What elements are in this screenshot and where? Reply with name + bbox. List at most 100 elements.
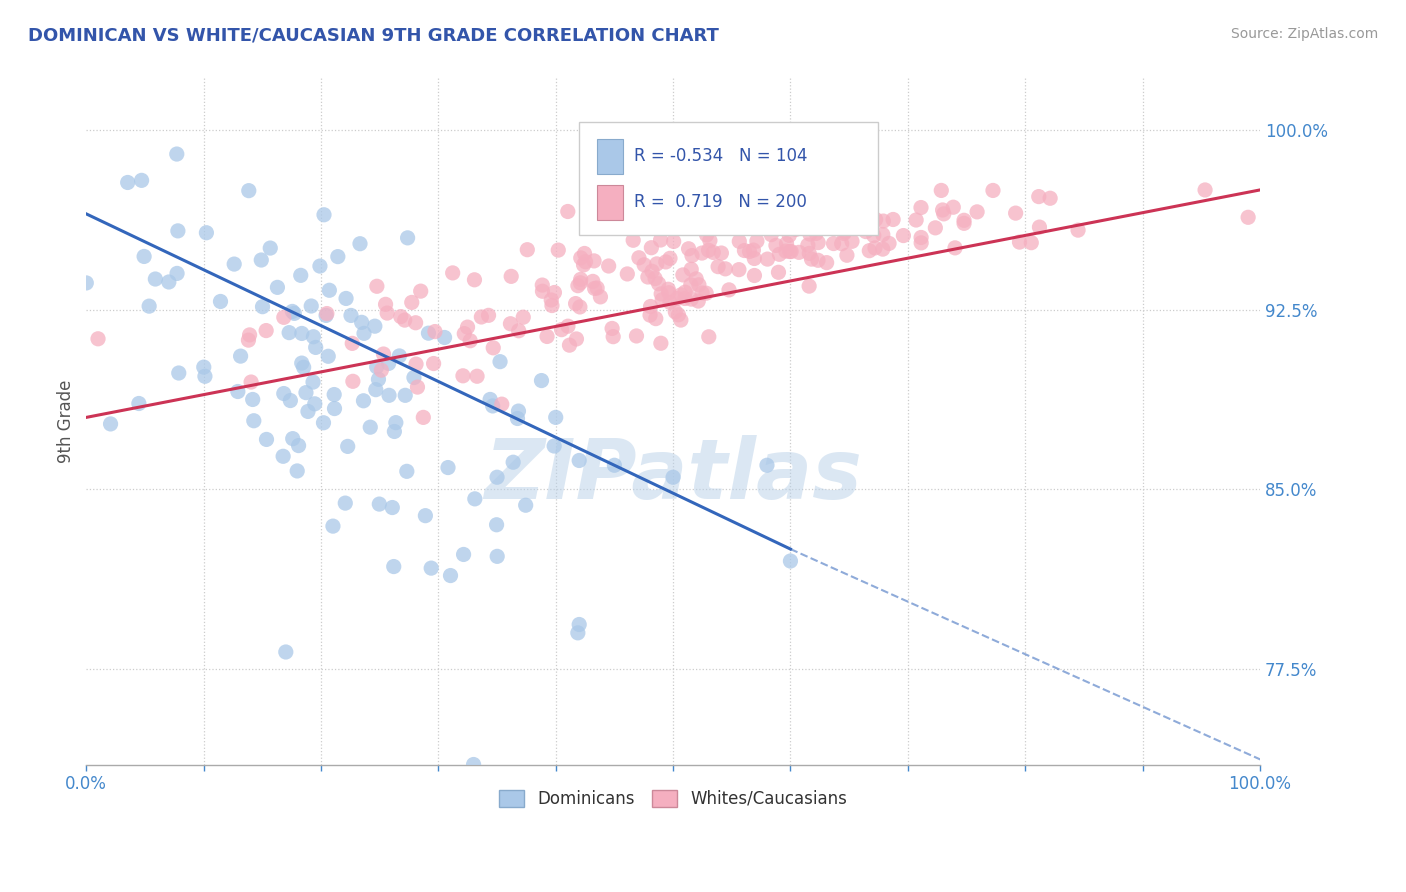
Point bbox=[1067, 223, 1090, 237]
Point bbox=[238, 333, 260, 347]
Point bbox=[394, 388, 416, 402]
Point bbox=[401, 295, 423, 310]
Point bbox=[797, 238, 820, 252]
Point bbox=[756, 252, 779, 266]
Text: R =  0.719   N = 200: R = 0.719 N = 200 bbox=[634, 194, 807, 211]
Point bbox=[761, 208, 783, 222]
Point bbox=[423, 325, 446, 339]
Point bbox=[250, 253, 273, 268]
Point bbox=[359, 420, 381, 434]
Point bbox=[543, 439, 565, 453]
Point bbox=[290, 268, 312, 283]
Point bbox=[650, 286, 672, 301]
Point bbox=[823, 236, 845, 251]
Point bbox=[366, 359, 388, 374]
Point bbox=[335, 292, 357, 306]
Point bbox=[747, 211, 769, 226]
Point bbox=[910, 201, 932, 215]
Bar bbox=[596, 139, 623, 174]
Point bbox=[779, 244, 801, 259]
Point bbox=[353, 393, 375, 408]
Point bbox=[583, 281, 606, 295]
Point bbox=[463, 757, 485, 772]
Point bbox=[702, 245, 724, 260]
Point bbox=[666, 292, 689, 306]
Point bbox=[297, 404, 319, 418]
Point bbox=[252, 300, 274, 314]
Point bbox=[377, 356, 399, 370]
Point bbox=[953, 216, 976, 230]
Point bbox=[745, 234, 768, 248]
Point bbox=[557, 204, 579, 219]
Point bbox=[910, 235, 932, 250]
Point bbox=[627, 251, 650, 265]
Point bbox=[291, 356, 314, 370]
Point bbox=[143, 272, 166, 286]
Point bbox=[582, 274, 605, 288]
Point bbox=[690, 285, 713, 300]
Point bbox=[557, 319, 579, 334]
Point bbox=[465, 369, 488, 384]
Point bbox=[598, 259, 620, 273]
Point bbox=[672, 268, 695, 282]
Point bbox=[651, 293, 673, 307]
Point bbox=[368, 497, 391, 511]
Point bbox=[512, 310, 534, 325]
Point bbox=[326, 250, 349, 264]
Point bbox=[807, 235, 830, 250]
Point bbox=[281, 304, 304, 318]
Point bbox=[662, 235, 685, 249]
Point bbox=[193, 360, 215, 375]
Point bbox=[688, 277, 710, 292]
Point bbox=[375, 306, 398, 320]
Point bbox=[259, 241, 281, 255]
Point bbox=[395, 464, 418, 478]
Point bbox=[981, 184, 1004, 198]
Point bbox=[315, 307, 337, 321]
Point bbox=[422, 357, 444, 371]
Point bbox=[238, 184, 260, 198]
Point bbox=[778, 228, 800, 243]
Point bbox=[402, 370, 425, 384]
Point bbox=[370, 363, 392, 377]
Bar bbox=[596, 186, 623, 219]
Point bbox=[439, 568, 461, 582]
Point bbox=[195, 226, 218, 240]
Point bbox=[305, 340, 328, 354]
Point bbox=[637, 270, 659, 285]
Point bbox=[470, 310, 492, 324]
Point bbox=[254, 324, 277, 338]
Point bbox=[672, 219, 695, 234]
Point bbox=[541, 299, 564, 313]
Point bbox=[673, 285, 696, 300]
Point bbox=[287, 439, 309, 453]
Point bbox=[931, 202, 953, 217]
Point bbox=[640, 300, 662, 314]
Point bbox=[832, 227, 855, 241]
Point bbox=[166, 147, 188, 161]
Point bbox=[441, 266, 464, 280]
Point bbox=[242, 392, 264, 407]
Point bbox=[134, 250, 156, 264]
Point bbox=[243, 414, 266, 428]
Point bbox=[374, 297, 396, 311]
Point bbox=[1004, 206, 1026, 220]
Point bbox=[768, 247, 790, 261]
Point bbox=[668, 308, 690, 322]
Point bbox=[340, 309, 363, 323]
Point bbox=[531, 278, 554, 293]
Point bbox=[953, 213, 976, 227]
Point bbox=[779, 554, 801, 568]
Point bbox=[128, 396, 150, 410]
Point bbox=[167, 366, 190, 380]
Point bbox=[650, 336, 672, 351]
FancyBboxPatch shape bbox=[579, 122, 879, 235]
Point bbox=[616, 267, 638, 281]
Point bbox=[565, 332, 588, 346]
Point bbox=[574, 246, 596, 260]
Point bbox=[157, 275, 180, 289]
Point bbox=[569, 276, 592, 290]
Point bbox=[574, 254, 596, 268]
Point bbox=[335, 496, 357, 510]
Point bbox=[800, 252, 823, 266]
